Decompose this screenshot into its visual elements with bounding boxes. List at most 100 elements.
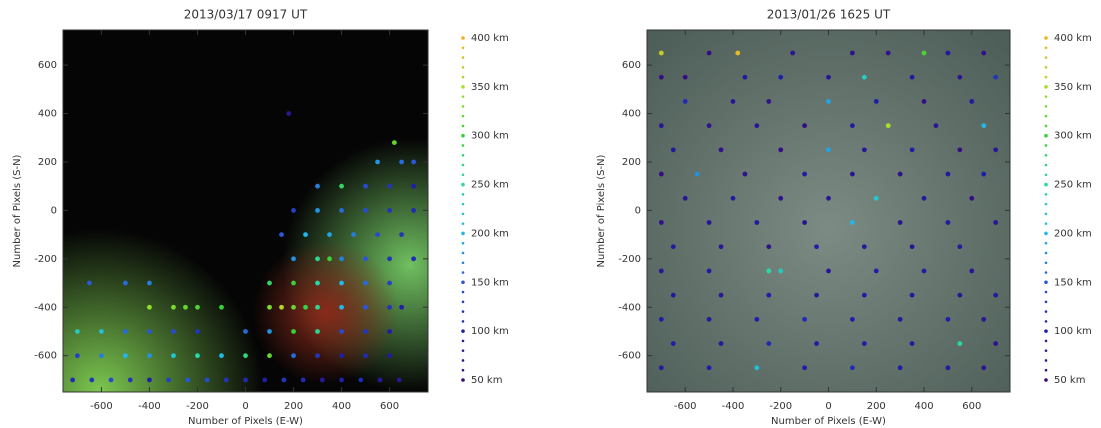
colorbar-dot xyxy=(1044,153,1048,157)
colorbar-label: 350 km xyxy=(471,82,509,93)
colorbar-dot xyxy=(1044,368,1048,372)
point xyxy=(195,304,200,310)
point xyxy=(909,341,915,346)
point xyxy=(339,280,344,286)
point xyxy=(909,74,915,80)
point xyxy=(303,232,308,238)
point xyxy=(300,377,306,383)
colorbar-dot xyxy=(1044,359,1048,362)
colorbar-dot xyxy=(461,114,465,118)
colorbar-tick xyxy=(461,280,465,285)
point xyxy=(981,50,987,56)
point xyxy=(387,304,392,310)
colorbar-tick xyxy=(1044,85,1048,89)
point xyxy=(754,123,760,129)
colorbar-dot xyxy=(1044,349,1048,352)
colorbar-dot xyxy=(461,163,465,167)
point xyxy=(682,99,688,104)
point xyxy=(87,280,92,286)
x-tick-label: -400 xyxy=(722,401,745,412)
colorbar-dot xyxy=(461,251,465,255)
point xyxy=(363,183,368,189)
colorbar-label: 150 km xyxy=(1054,277,1092,288)
point xyxy=(969,268,975,274)
point xyxy=(945,316,951,322)
point xyxy=(327,256,332,262)
point xyxy=(861,147,867,153)
point xyxy=(658,171,664,177)
point xyxy=(291,280,296,286)
colorbar-label: 100 km xyxy=(1054,326,1092,337)
point xyxy=(339,207,344,213)
colorbar-dot xyxy=(1044,114,1048,118)
point xyxy=(778,195,784,201)
point xyxy=(171,329,176,334)
point xyxy=(363,280,368,286)
point xyxy=(706,268,712,274)
point xyxy=(279,232,284,238)
point xyxy=(303,304,308,310)
point xyxy=(339,377,344,383)
chart-title: 2013/01/26 1625 UT xyxy=(767,8,891,22)
colorbar-dot xyxy=(461,173,465,177)
colorbar-dot xyxy=(461,153,465,157)
point xyxy=(909,292,915,298)
point xyxy=(171,353,176,359)
point xyxy=(993,292,999,298)
colorbar-dot xyxy=(1044,320,1048,323)
point xyxy=(279,304,284,310)
colorbar-tick xyxy=(461,378,465,382)
y-tick-label: -400 xyxy=(618,302,641,313)
colorbar-tick xyxy=(461,182,465,187)
point xyxy=(957,244,963,250)
colorbar-dot xyxy=(461,300,465,304)
colorbar-label: 50 km xyxy=(471,375,502,386)
colorbar-dot xyxy=(461,349,465,352)
colorbar-label: 250 km xyxy=(1054,180,1092,191)
colorbar-dot xyxy=(1044,95,1048,98)
point xyxy=(267,329,272,334)
colorbar-dot xyxy=(1044,66,1048,69)
colorbar-dot xyxy=(1044,105,1048,108)
point xyxy=(957,292,963,298)
point xyxy=(291,329,296,334)
point xyxy=(921,99,927,104)
point xyxy=(315,353,320,359)
point xyxy=(969,195,975,201)
point xyxy=(670,147,676,153)
point xyxy=(718,341,724,346)
point xyxy=(849,171,855,177)
point xyxy=(315,329,320,334)
point xyxy=(315,207,320,213)
point xyxy=(327,232,332,238)
point xyxy=(826,195,831,201)
point xyxy=(945,171,951,177)
point xyxy=(897,365,903,371)
point xyxy=(219,304,224,310)
point xyxy=(658,268,664,274)
colorbar-label: 400 km xyxy=(1054,33,1092,44)
point xyxy=(993,74,999,80)
y-axis-label: Number of Pixels (S-N) xyxy=(596,154,607,267)
point xyxy=(339,304,344,310)
point xyxy=(658,123,664,129)
point xyxy=(99,353,104,359)
point xyxy=(766,99,772,104)
x-tick-label: 600 xyxy=(962,401,981,412)
x-tick-label: 200 xyxy=(867,401,886,412)
point xyxy=(166,377,172,383)
colorbar-dot xyxy=(1044,163,1048,167)
colorbar-tick xyxy=(1044,329,1048,333)
x-tick-label: 200 xyxy=(284,401,303,412)
y-tick-label: 600 xyxy=(38,60,57,71)
point xyxy=(75,329,80,334)
point xyxy=(399,232,404,238)
point xyxy=(778,268,784,274)
x-tick-label: -200 xyxy=(186,401,209,412)
point xyxy=(291,207,296,213)
colorbar-tick xyxy=(1044,280,1048,285)
point xyxy=(223,377,229,383)
chart-title: 2013/03/17 0917 UT xyxy=(184,8,308,22)
point xyxy=(195,353,200,359)
point xyxy=(735,50,741,56)
